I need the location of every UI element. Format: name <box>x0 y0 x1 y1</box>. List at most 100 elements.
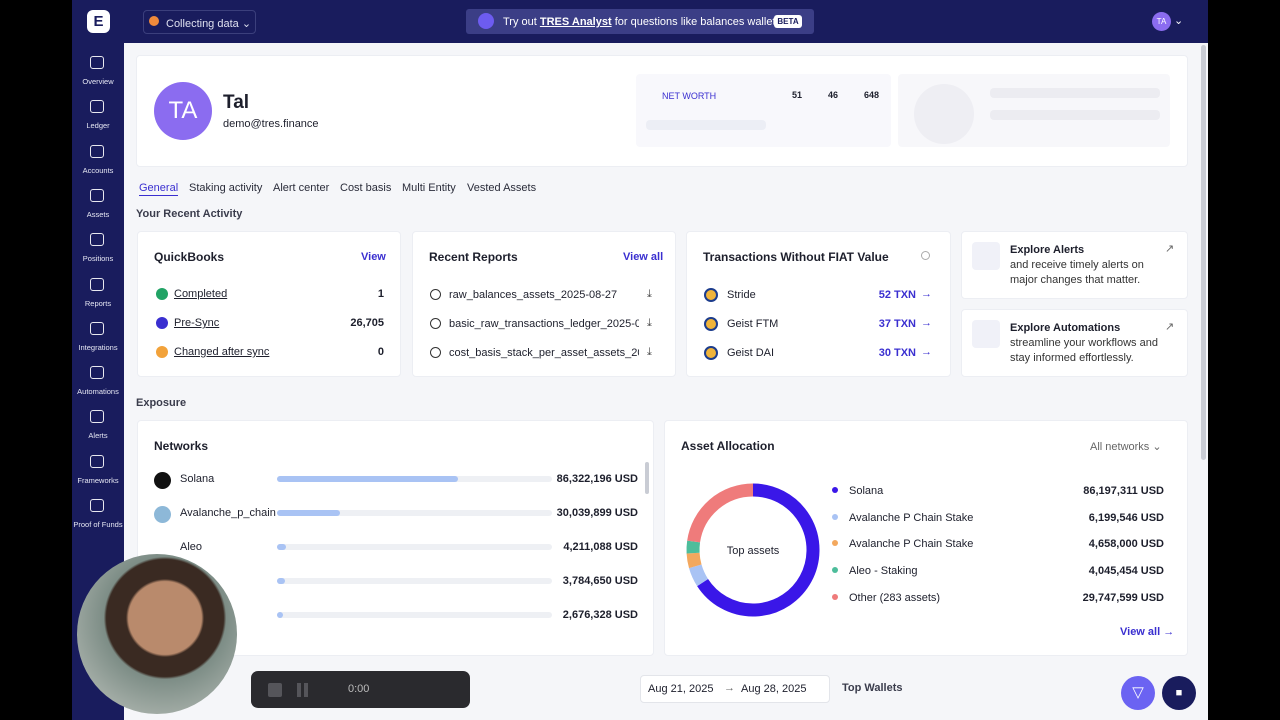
banner[interactable]: Try out TRES Analyst for questions like … <box>466 9 814 34</box>
nav-icon[interactable] <box>90 410 104 424</box>
row-value: 0 <box>377 346 384 358</box>
network-icon <box>154 506 171 523</box>
bar <box>277 612 283 618</box>
row-label[interactable]: Completed <box>174 288 228 300</box>
donut-segment[interactable] <box>697 483 820 617</box>
banner-link[interactable]: TRES Analyst <box>539 16 612 28</box>
donut: Top assets <box>686 483 820 617</box>
download-icon[interactable]: ⤓ <box>647 288 652 300</box>
row-label[interactable]: Changed after sync <box>174 346 270 358</box>
network-value: 2,676,328 USD <box>562 609 638 621</box>
download-icon[interactable]: ⤓ <box>647 346 652 358</box>
avatar[interactable]: TA <box>1152 12 1171 31</box>
nav-label[interactable]: Overview <box>82 77 114 86</box>
explore-icon <box>972 320 1000 348</box>
nav-label[interactable]: Accounts <box>82 165 114 175</box>
network-value: 4,211,088 USD <box>563 541 638 553</box>
nav-icon[interactable] <box>90 100 104 114</box>
report-name[interactable]: cost_basis_stack_per_asset_assets_2025-.… <box>449 347 639 359</box>
nav-icon[interactable] <box>90 188 104 202</box>
report-name[interactable]: basic_raw_transactions_ledger_2025-08-..… <box>449 318 639 330</box>
date-range[interactable] <box>640 675 830 703</box>
tab[interactable]: Multi Entity <box>402 182 456 194</box>
nav-label[interactable]: Positions <box>82 254 114 264</box>
nav-icon[interactable] <box>90 454 104 468</box>
token-icon <box>704 346 718 360</box>
nav-label[interactable]: Alerts <box>88 431 108 441</box>
donut-segment[interactable] <box>686 540 701 554</box>
nav-icon[interactable] <box>90 366 104 380</box>
legend-value: 4,045,454 USD <box>1088 565 1164 578</box>
card-link[interactable]: View <box>361 251 386 263</box>
nav-label[interactable]: Assets <box>86 209 110 219</box>
status-pill[interactable]: Collecting data ⌄ <box>143 10 256 34</box>
section-title: Top Wallets <box>842 682 903 694</box>
report-name[interactable]: raw_balances_assets_2025-08-27 <box>449 289 618 301</box>
nav-icon[interactable] <box>90 321 104 335</box>
legend-name: Solana <box>849 485 884 497</box>
nav-label[interactable]: Proof of Funds <box>73 520 123 529</box>
network-filter[interactable]: All networks ⌄ <box>1090 441 1162 453</box>
nav-label[interactable]: Frameworks <box>77 475 119 485</box>
assistant-button[interactable]: ▽ <box>1121 676 1155 710</box>
nav-icon[interactable] <box>90 56 104 69</box>
donut-segment[interactable] <box>689 564 709 587</box>
date[interactable]: Aug 21, 2025 <box>648 683 714 695</box>
tab[interactable]: Vested Assets <box>467 182 537 194</box>
nav-icon[interactable] <box>90 144 104 158</box>
txn-count[interactable]: 37 TXN <box>878 318 916 330</box>
nav-icon[interactable] <box>90 233 104 247</box>
nav-label[interactable]: Ledger <box>86 121 110 131</box>
external-icon[interactable]: ↗ <box>1165 243 1175 255</box>
bar-track <box>277 612 552 618</box>
token-name: Stride <box>727 289 756 301</box>
tab[interactable]: Alert center <box>273 182 330 194</box>
scrollbar[interactable] <box>645 462 649 494</box>
nav-icon[interactable] <box>90 277 104 291</box>
card-title: QuickBooks <box>154 250 225 264</box>
explore-title[interactable]: Explore Alerts <box>1010 244 1085 256</box>
status-icon <box>156 346 168 358</box>
date[interactable]: Aug 28, 2025 <box>741 683 807 695</box>
card-title: Networks <box>154 439 209 453</box>
legend-dot <box>832 567 838 574</box>
legend-value: 4,658,000 USD <box>1088 538 1164 551</box>
recorder-bar <box>251 671 470 708</box>
tab[interactable]: Cost basis <box>340 182 392 194</box>
explore-title[interactable]: Explore Automations <box>1010 322 1121 334</box>
pause-button[interactable] <box>297 683 308 697</box>
legend-name: Aleo - Staking <box>849 565 918 578</box>
link-text[interactable]: View all <box>1120 626 1161 638</box>
download-icon[interactable]: ⤓ <box>647 317 652 329</box>
network-icon <box>154 472 171 489</box>
bar-track <box>277 510 552 516</box>
donut-segment[interactable] <box>687 483 754 543</box>
card-link[interactable]: View all → <box>1120 626 1175 638</box>
info-icon[interactable] <box>921 251 930 260</box>
row-label[interactable]: Pre-Sync <box>174 317 220 329</box>
nav-label[interactable]: Integrations <box>78 342 118 352</box>
nav-icon[interactable] <box>90 499 104 512</box>
txn-count[interactable]: 30 TXN <box>878 347 916 359</box>
page-scrollbar[interactable] <box>1201 45 1206 460</box>
status-dot <box>149 16 159 26</box>
bar <box>277 476 459 482</box>
nav-label[interactable]: Reports <box>84 298 112 308</box>
nav-label[interactable]: Automations <box>77 387 119 397</box>
card-link[interactable]: View all <box>623 251 664 263</box>
banner-icon <box>478 13 494 29</box>
legend-dot <box>832 593 838 600</box>
donut-segment[interactable] <box>686 552 702 569</box>
external-icon[interactable]: ↗ <box>1165 321 1175 333</box>
tab[interactable]: General <box>139 182 179 196</box>
tab[interactable]: Staking activity <box>189 182 263 194</box>
token-name: Geist DAI <box>727 347 775 359</box>
network-value: 30,039,899 USD <box>556 507 638 519</box>
chat-button[interactable]: ■ <box>1162 676 1196 710</box>
bar <box>277 578 285 584</box>
txn-count[interactable]: 52 TXN <box>878 289 916 301</box>
stop-button[interactable] <box>268 683 282 697</box>
avatar-caret[interactable]: ⌄ <box>1174 15 1184 27</box>
row-value: 1 <box>377 288 384 300</box>
logo[interactable]: E <box>87 10 110 33</box>
